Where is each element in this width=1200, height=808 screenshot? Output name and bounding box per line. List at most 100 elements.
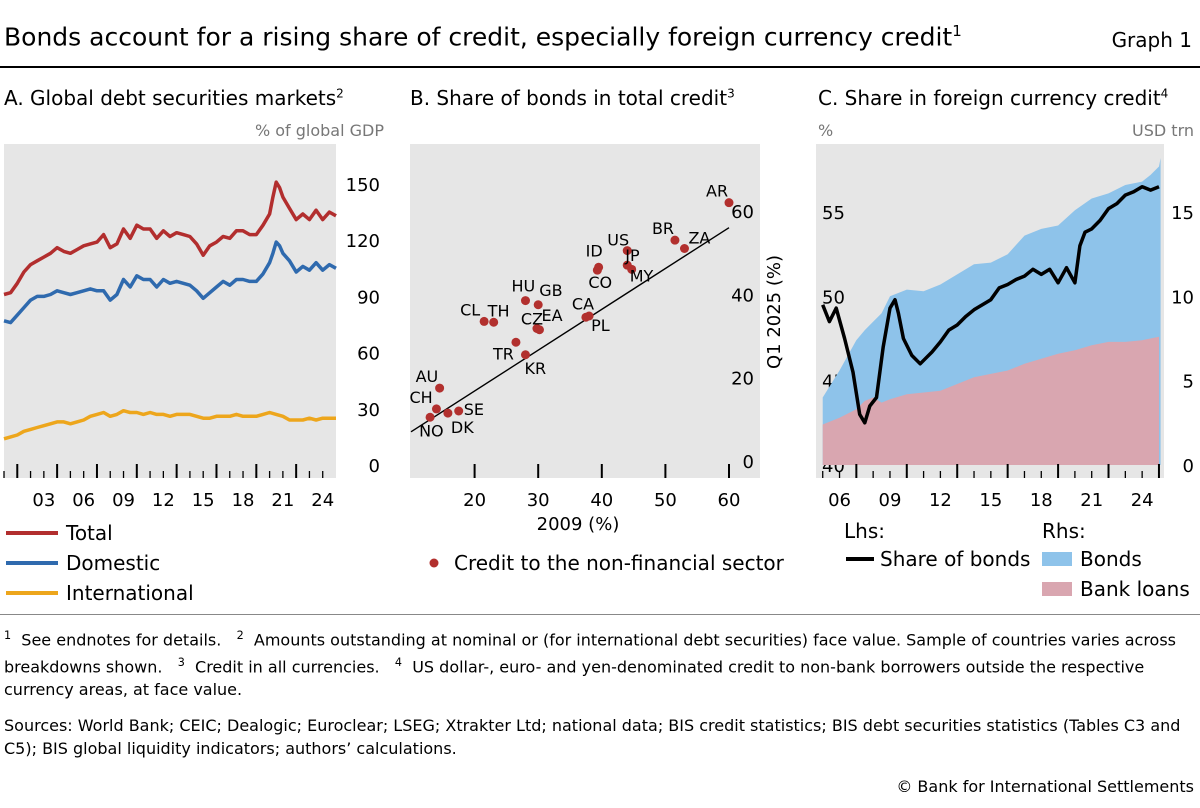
scatter-label-ch: CH <box>409 388 432 407</box>
scatter-label-ar: AR <box>706 182 728 201</box>
panel-a-ytick-label: 90 <box>357 287 380 308</box>
scatter-label-ca: CA <box>572 294 594 313</box>
scatter-label-br: BR <box>652 219 674 238</box>
scatter-point-hu <box>520 296 530 306</box>
panel-b-ytick-label: 20 <box>731 369 754 390</box>
panel-a-xtick-label: 21 <box>271 490 294 511</box>
scatter-label-jp: JP <box>624 246 640 265</box>
scatter-label-no: NO <box>419 421 444 440</box>
panel-c-rhs-tick-label: 5 <box>1183 372 1194 393</box>
panel-b-ylabel: Q1 2025 (%) <box>764 255 785 369</box>
scatter-label-id: ID <box>586 241 603 260</box>
legend-dot-credit <box>429 558 439 568</box>
panel-a-plot-area <box>4 144 336 478</box>
legend-lhs-heading: Lhs: <box>844 519 885 543</box>
scatter-point-cl <box>479 316 489 326</box>
panel-c-rhs-tick-label: 10 <box>1171 287 1194 308</box>
legend-label-credit: Credit to the non-financial sector <box>454 551 785 575</box>
panel-c-xtick-label: 09 <box>879 490 902 511</box>
scatter-point-dk <box>443 408 453 418</box>
scatter-label-hu: HU <box>511 277 535 296</box>
scatter-label-co: CO <box>588 273 612 292</box>
graph-number: Graph 1 <box>1111 28 1192 52</box>
top-rule <box>0 66 1200 68</box>
panel-c-xtick-label: 21 <box>1080 490 1103 511</box>
panel-c-rhs-unit: USD trn <box>1132 121 1194 140</box>
panel-c-title: C. Share in foreign currency credit4 <box>818 86 1169 110</box>
legend-label-domestic: Domestic <box>66 551 160 575</box>
panel-b-xtick-label: 40 <box>590 490 613 511</box>
scatter-label-us: US <box>607 231 629 250</box>
panel-b-plot-area <box>410 144 760 478</box>
scatter-point-pl <box>584 311 594 321</box>
scatter-point-br <box>670 235 680 245</box>
panel-b-xtick-label: 50 <box>654 490 677 511</box>
scatter-point-se <box>454 406 464 416</box>
panel-b-ytick-label: 0 <box>743 452 754 473</box>
scatter-point-gb <box>533 300 543 310</box>
panel-c-lhs-tick-label: 50 <box>822 287 845 308</box>
scatter-label-gb: GB <box>539 281 562 300</box>
scatter-label-kr: KR <box>524 359 546 378</box>
panel-a-ytick-label: 150 <box>346 175 380 196</box>
panel-b-xtick-label: 60 <box>718 490 741 511</box>
panel-b-xtick-label: 30 <box>527 490 550 511</box>
panel-c-lhs-unit: % <box>818 121 833 140</box>
scatter-point-au <box>435 383 445 393</box>
scatter-point-ar <box>724 198 734 208</box>
legend-rhs-heading: Rhs: <box>1042 519 1086 543</box>
legend-label-international: International <box>66 581 194 605</box>
panel-a-ytick-label: 120 <box>346 231 380 252</box>
scatter-label-au: AU <box>416 367 439 386</box>
footnote-4: US dollar-, euro- and yen-denominated cr… <box>4 657 1145 699</box>
panel-c-xtick-label: 06 <box>828 490 851 511</box>
scatter-point-za <box>679 244 689 253</box>
legend-swatch-bank-loans <box>1042 582 1072 596</box>
panel-b-ytick-label: 60 <box>731 202 754 223</box>
scatter-label-dk: DK <box>451 418 474 437</box>
panel-b-ytick-label: 40 <box>731 285 754 306</box>
panel-c-xtick-label: 18 <box>1030 490 1053 511</box>
legend-label-bank-loans: Bank loans <box>1080 577 1190 601</box>
panel-a-xtick-label: 03 <box>32 490 55 511</box>
panel-a-series-international <box>3 408 336 441</box>
panel-a-xtick-label: 12 <box>152 490 175 511</box>
scatter-label-se: SE <box>464 400 484 419</box>
scatter-point-us <box>622 246 632 256</box>
panel-a-title: A. Global debt securities markets2 <box>4 86 344 110</box>
panel-b-title: B. Share of bonds in total credit3 <box>410 86 735 110</box>
panel-c-rhs-tick-label: 0 <box>1183 456 1194 477</box>
panel-a-xtick-label: 09 <box>112 490 135 511</box>
scatter-label-cl: CL <box>460 300 480 319</box>
scatter-point-ea <box>534 325 544 335</box>
footnote-1: See endnotes for details. <box>21 630 222 650</box>
panel-a-xtick-label: 06 <box>72 490 95 511</box>
scatter-point-kr <box>520 350 530 360</box>
scatter-label-my: MY <box>630 266 654 285</box>
page-title: Bonds account for a rising share of cred… <box>4 22 962 52</box>
panel-a-ytick-label: 0 <box>369 456 380 477</box>
sources: Sources: World Bank; CEIC; Dealogic; Eur… <box>4 716 1181 758</box>
panel-b-trend-line <box>410 227 730 433</box>
panel-c-rhs-tick-label: 15 <box>1171 203 1194 224</box>
scatter-label-ea: EA <box>541 306 562 325</box>
footnote-2: Amounts outstanding at nominal or (for i… <box>4 630 1177 677</box>
footnote-3: Credit in all currencies. <box>195 657 380 677</box>
panel-c-lhs-tick-label: 55 <box>822 203 845 224</box>
panel-b-xlabel: 2009 (%) <box>537 514 620 535</box>
legend-label-bonds: Bonds <box>1080 547 1142 571</box>
scatter-point-co <box>592 265 602 275</box>
panel-c-xtick-label: 12 <box>929 490 952 511</box>
copyright: © Bank for International Settlements <box>896 777 1194 796</box>
scatter-label-pl: PL <box>591 316 610 335</box>
panel-a-ytick-label: 60 <box>357 344 380 365</box>
legend-label-share-of-bonds: Share of bonds <box>880 547 1030 571</box>
footnotes: 1 See endnotes for details. 2 Amounts ou… <box>4 629 1177 699</box>
notes-rule <box>0 614 1200 615</box>
panel-c-xtick-label: 15 <box>979 490 1002 511</box>
panel-c-xtick-label: 24 <box>1131 490 1154 511</box>
panel-a-xtick-label: 24 <box>311 490 334 511</box>
scatter-point-my <box>627 264 637 274</box>
scatter-label-cz: CZ <box>521 310 543 329</box>
panel-a-series-domestic <box>3 240 337 325</box>
